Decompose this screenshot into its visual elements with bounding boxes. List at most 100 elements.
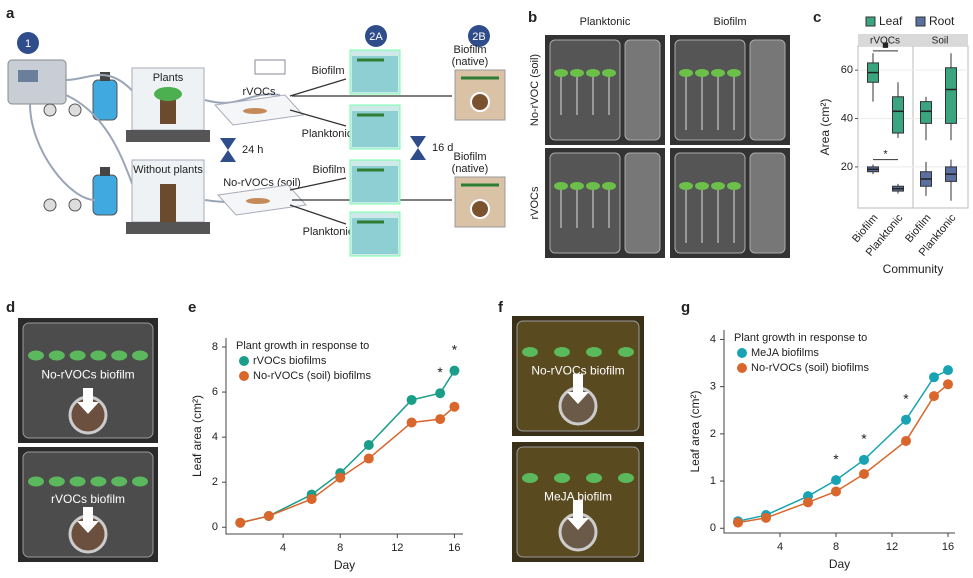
arrow-down — [77, 507, 99, 533]
plant — [154, 87, 182, 101]
arrow — [289, 78, 347, 97]
x-tick-label: 8 — [833, 541, 839, 553]
box — [945, 67, 957, 124]
plant-photo — [586, 347, 602, 357]
plant-photo — [69, 350, 86, 361]
significance-label: ■ — [882, 40, 889, 52]
bottle — [92, 174, 118, 216]
plant-photo — [727, 69, 741, 77]
series-point — [263, 510, 274, 521]
legend-marker — [239, 371, 249, 381]
plant-photo — [48, 476, 65, 487]
panel-letter: d — [6, 299, 15, 316]
inoculum — [470, 92, 490, 112]
plant-photo — [522, 347, 538, 357]
series-point — [733, 517, 743, 528]
plate-photo — [749, 152, 786, 254]
series-point — [406, 394, 417, 405]
legend-marker — [737, 348, 747, 358]
pump-screen — [18, 70, 38, 82]
series-point — [449, 401, 460, 412]
chamber-base — [126, 222, 210, 234]
arrow-down — [567, 500, 589, 530]
plate — [243, 108, 267, 114]
photo-label: No-rVOCs biofilm — [531, 363, 624, 377]
photo-label: No-rVOCs biofilm — [41, 368, 134, 382]
bottle — [92, 79, 118, 121]
series-point — [901, 435, 911, 446]
time-label: 16 d — [432, 142, 453, 154]
y-tick-label: 0 — [212, 521, 218, 533]
series-point — [943, 365, 953, 376]
series-point — [235, 517, 246, 528]
pot — [160, 98, 176, 124]
series-point — [363, 440, 374, 451]
native-line: (native) — [452, 56, 489, 68]
plant-photo — [554, 347, 570, 357]
y-tick-label: 3 — [710, 381, 716, 393]
panel-letter: c — [813, 9, 821, 26]
y-axis-label: Leaf area (cm²) — [190, 395, 204, 477]
plant-photo — [602, 182, 616, 190]
y-tick-label: 2 — [212, 476, 218, 488]
plant-photo — [727, 182, 741, 190]
y-tick-label: 2 — [710, 428, 716, 440]
plant-photo — [111, 476, 128, 487]
plant-photo — [570, 182, 584, 190]
pot — [160, 184, 176, 222]
x-tick-label: 12 — [886, 541, 898, 553]
legend-label: No-rVOCs (soil) biofilms — [253, 370, 371, 382]
series-point — [406, 417, 417, 428]
facet-label: rVOCs — [870, 36, 900, 47]
plate-photo — [674, 39, 746, 141]
series-line — [737, 383, 949, 524]
route-label: Planktonic — [302, 128, 353, 140]
plant-photo — [90, 476, 107, 487]
column-label: Biofilm — [713, 16, 746, 28]
x-axis-label: Day — [334, 558, 355, 572]
plate-photo — [674, 152, 746, 254]
legend-label: Root — [929, 14, 955, 28]
plant-photo — [90, 350, 107, 361]
native-label: Biofilm (native) — [452, 151, 489, 175]
native-line: (native) — [452, 163, 489, 175]
plant-photo — [618, 473, 634, 483]
y-tick-label: 1 — [710, 475, 716, 487]
step-label: 1 — [25, 38, 31, 50]
box — [892, 96, 904, 134]
panel-letter: b — [528, 9, 537, 26]
y-tick-label: 4 — [212, 431, 218, 443]
plant-photo — [586, 473, 602, 483]
native-line: Biofilm — [453, 151, 486, 163]
box — [920, 101, 932, 124]
significance-label: * — [833, 451, 839, 467]
step-label: 2A — [369, 31, 383, 43]
legend-title: Plant growth in response to — [734, 332, 867, 344]
plate-photo — [549, 39, 621, 141]
step-label: 2B — [472, 31, 485, 43]
plant-photo — [679, 182, 693, 190]
arrow — [289, 204, 347, 225]
filter — [68, 103, 82, 117]
arrow-down — [567, 374, 589, 404]
step-badge — [365, 25, 387, 47]
y-tick-label: 8 — [212, 341, 218, 353]
series-point — [435, 414, 446, 425]
y-tick-label: 4 — [710, 333, 716, 345]
plant-photo — [554, 473, 570, 483]
legend-label: No-rVOCs (soil) biofilms — [751, 362, 869, 374]
significance-label: * — [861, 431, 867, 447]
plant-photo — [28, 350, 44, 361]
axes — [723, 330, 955, 534]
series-point — [859, 468, 869, 479]
plant-photo — [554, 69, 568, 77]
series-point — [831, 486, 841, 497]
panel-letter: a — [6, 5, 15, 22]
chamber-label: Plants — [153, 72, 184, 84]
series-point — [859, 454, 869, 465]
filter — [68, 198, 82, 212]
filter — [43, 198, 57, 212]
plant-photo — [69, 476, 86, 487]
legend-swatch — [915, 16, 926, 27]
arrow — [289, 177, 347, 191]
